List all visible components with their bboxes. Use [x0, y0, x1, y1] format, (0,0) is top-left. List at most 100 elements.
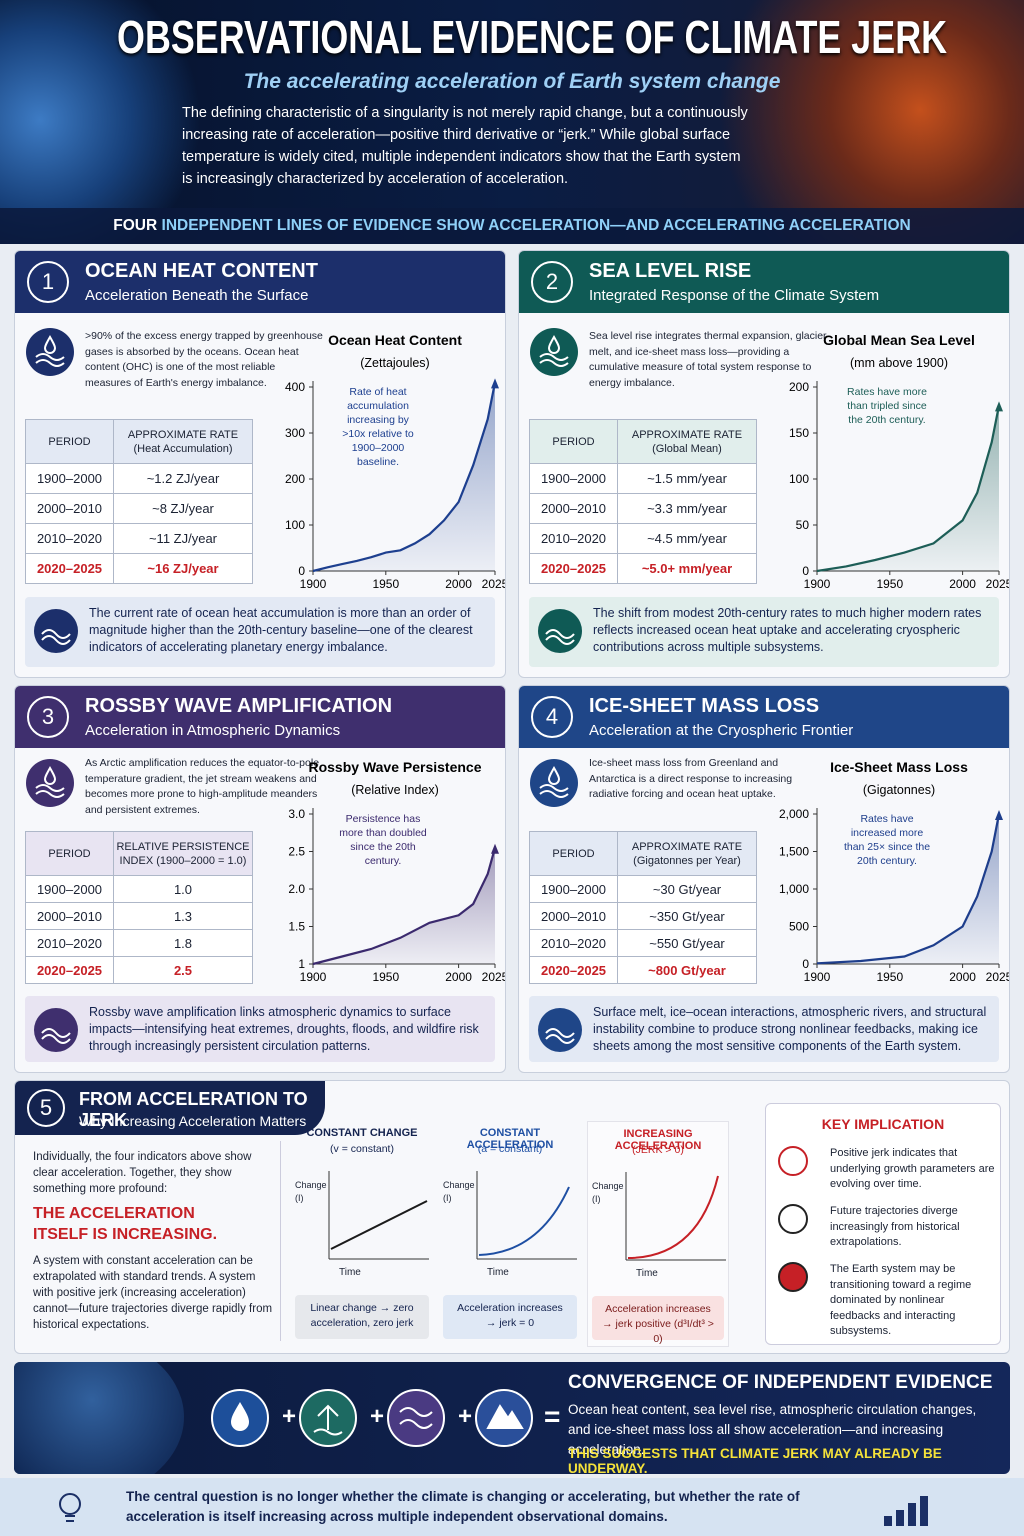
note-text: Rossby wave amplification links atmosphe…	[89, 1005, 479, 1053]
note-text: The current rate of ocean heat accumulat…	[89, 606, 473, 654]
table-row: 2020–2025 ~16 ZJ/year	[25, 553, 253, 584]
y-tick-label: 2.5	[288, 845, 305, 859]
diagram-y-label: Change (I)	[443, 1180, 475, 1203]
chart: Rossby Wave Persistence (Relative Index) 1…	[265, 756, 505, 988]
y-tick-label: 100	[285, 518, 305, 532]
table-row: 2010–2020 ~11 ZJ/year	[25, 523, 253, 554]
table-header-main: APPROXIMATE RATE	[631, 428, 743, 441]
table-row: 1900–2000 ~1.2 ZJ/year	[25, 463, 253, 494]
banner-text: INDEPENDENT LINES OF EVIDENCE SHOW ACCEL…	[161, 217, 911, 234]
table-cell: 1900–2000	[529, 875, 618, 903]
chart: Ocean Heat Content (Zettajoules) 0 100 200 30…	[265, 329, 505, 595]
line	[816, 405, 1001, 573]
icon-glyph	[35, 765, 65, 798]
intro: The defining characteristic of a singula…	[182, 105, 748, 187]
globe	[14, 1362, 184, 1474]
table-header-main: RELATIVE PERSISTENCE	[116, 840, 250, 853]
svg-text:+: +	[282, 1403, 296, 1430]
note-icon	[538, 1008, 582, 1052]
note-icon	[538, 609, 582, 653]
implication-icon-shape	[778, 1204, 808, 1234]
table-cell: 2000–2010	[529, 493, 618, 524]
chart: Ice-Sheet Mass Loss (Gigatonnes) 0 500 1,000…	[769, 756, 1009, 988]
table-header: APPROXIMATE RATE (Heat Accumulation)	[113, 419, 253, 464]
banner: FOUR INDEPENDENT LINES OF EVIDENCE SHOW …	[0, 208, 1024, 244]
growth-icon	[884, 1496, 928, 1526]
panel-number: 4	[531, 696, 573, 738]
rate-table: PERIOD APPROXIMATE RATE (Global Mean) 1900–…	[529, 419, 757, 584]
icon-glyph	[539, 334, 569, 367]
table-row: 1900–2000 1.0	[25, 875, 253, 903]
panel-description: >90% of the excess energy trapped by gre…	[85, 330, 323, 389]
arrow-head	[491, 378, 499, 389]
implication-box: KEY IMPLICATION Positive jerk indicates …	[765, 1103, 1001, 1345]
table-header: RELATIVE PERSISTENCE INDEX (1900–2000 = 1…	[113, 831, 253, 876]
chart-subtitle: (mm above 1900)	[850, 356, 948, 370]
table-row: 2020–2025 ~800 Gt/year	[529, 956, 757, 984]
chart-title: Rossby Wave Persistence	[308, 759, 481, 775]
table-header-note: (Heat Accumulation)	[133, 442, 233, 455]
x-tick-label: 2000	[949, 970, 976, 984]
table-cell: ~3.3 mm/year	[617, 493, 757, 524]
convergence: + + + = CONVERGENCE OF INDEPENDENT EVIDE…	[14, 1362, 1010, 1474]
jerk-intro: Individually, the four indicators above …	[33, 1151, 252, 1195]
panel-subtitle: Integrated Response of the Climate Syste…	[589, 287, 880, 304]
area	[313, 847, 495, 964]
diagram-plot	[625, 1172, 726, 1261]
panel-number: 1	[27, 261, 69, 303]
panel-note: Rossby wave amplification links atmosphe…	[25, 996, 495, 1062]
table-cell: 1.0	[113, 875, 253, 903]
panel-note: The shift from modest 20th-century rates…	[529, 597, 999, 667]
table-cell: 1900–2000	[529, 463, 618, 494]
table-row: 2000–2010 ~350 Gt/year	[529, 902, 757, 930]
page-subtitle: The accelerating acceleration of Earth s…	[243, 70, 781, 93]
y-tick-label: 2.0	[288, 882, 305, 896]
table-cell: ~30 Gt/year	[617, 875, 757, 903]
table-cell: ~8 ZJ/year	[113, 493, 253, 524]
diagram-caption: Linear change → zero acceleration, zero …	[295, 1295, 429, 1339]
convergence-highlight: THIS SUGGESTS THAT CLIMATE JERK MAY ALRE…	[568, 1446, 942, 1474]
table-cell: 2000–2010	[529, 902, 618, 930]
svg-text:+: +	[458, 1403, 472, 1430]
chart: Global Mean Sea Level (mm above 1900) 0 50 1…	[769, 329, 1009, 595]
diagram-formula: (a = constant)	[477, 1143, 543, 1155]
table-cell: 1.3	[113, 902, 253, 930]
table-cell: ~4.5 mm/year	[617, 523, 757, 554]
icon-glyph	[539, 765, 569, 798]
table-header-note: (Gigatonnes per Year)	[633, 854, 741, 867]
x-tick-label: 1950	[372, 970, 399, 984]
rate-table: PERIOD APPROXIMATE RATE (Heat Accumulation…	[25, 419, 253, 584]
chart-annotation: Rates have more than tripled since the 2…	[847, 386, 927, 426]
y-tick-label: 0	[802, 564, 809, 578]
table-row: 1900–2000 ~1.5 mm/year	[529, 463, 757, 494]
diagram-curve	[478, 1186, 570, 1256]
implication-icon	[778, 1262, 808, 1292]
panel-head: 2 SEA LEVEL RISE Integrated Response of th…	[519, 251, 1009, 313]
table-row: 2000–2010 ~8 ZJ/year	[25, 493, 253, 524]
x-tick-label: 1900	[300, 970, 327, 984]
implication-item: Future trajectories diverge increasingly…	[830, 1205, 960, 1248]
diagram-title: INCREASING ACCELERATION	[614, 1128, 702, 1152]
table-cell: ~550 Gt/year	[617, 929, 757, 957]
implication-title: KEY IMPLICATION	[821, 1116, 945, 1132]
panel-head: 3 ROSSBY WAVE AMPLIFICATION Acceleration i…	[15, 686, 505, 748]
x-tick-label: 2025	[986, 577, 1009, 591]
diagram-caption: Acceleration increases → jerk positive (…	[592, 1296, 724, 1345]
jerk-head: 5 FROM ACCELERATION TO JERK Why Increasi…	[15, 1081, 325, 1135]
table-cell: 2010–2020	[25, 929, 114, 957]
panel-icon	[530, 759, 578, 807]
chart-annotation: Rate of heat accumulation increasing by …	[342, 386, 414, 468]
diagram-title: CONSTANT CHANGE	[306, 1127, 418, 1139]
table-cell: 2000–2010	[25, 902, 114, 930]
y-tick-label: 200	[789, 380, 809, 394]
convergence-body: Ocean heat content, sea level rise, atmo…	[568, 1402, 977, 1457]
table-cell: ~350 Gt/year	[617, 902, 757, 930]
panel-icon	[26, 759, 74, 807]
note-icon-glyph	[545, 629, 575, 645]
table-cell: 1900–2000	[25, 875, 114, 903]
table-header: PERIOD	[25, 831, 114, 876]
chart-subtitle: (Zettajoules)	[360, 356, 429, 370]
note-icon-bg	[34, 1008, 78, 1052]
diagram-curve	[330, 1200, 428, 1250]
